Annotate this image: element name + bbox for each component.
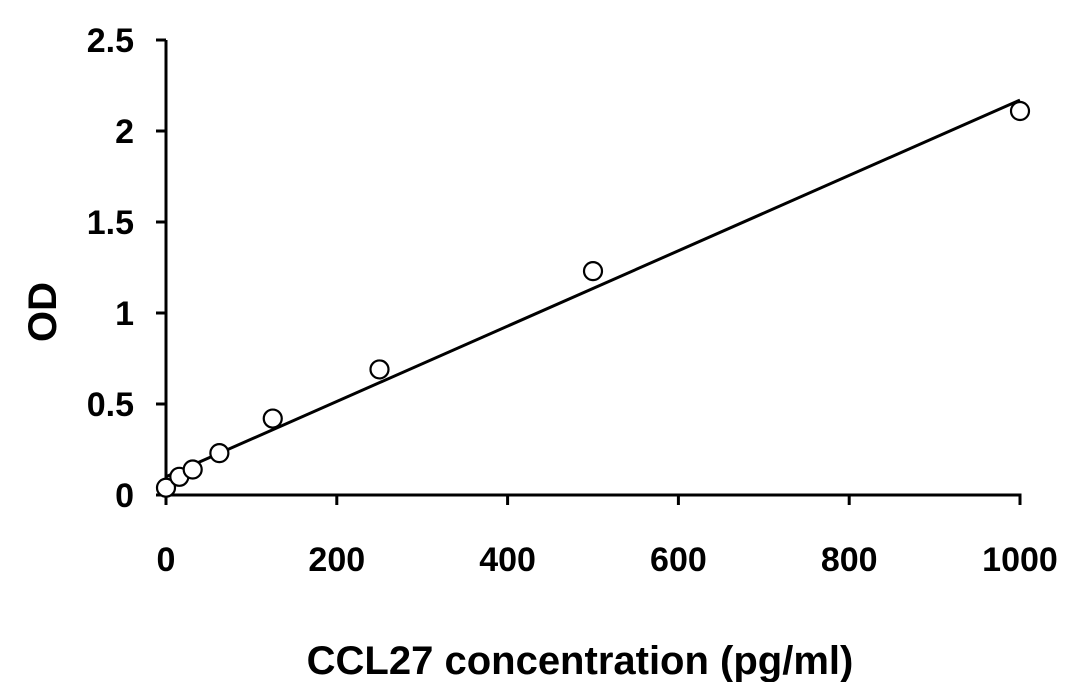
x-tick-label: 600 — [650, 541, 707, 579]
data-point — [582, 261, 604, 282]
y-tick-label: 0 — [115, 477, 134, 515]
y-tick-label: 0.5 — [87, 386, 134, 424]
data-point — [209, 443, 230, 464]
data-point — [369, 359, 390, 380]
y-tick-label: 1 — [115, 295, 134, 333]
y-axis-title: OD — [21, 282, 65, 342]
data-points — [155, 100, 1031, 498]
x-axis: 0 200 400 600 800 1000 — [157, 493, 1058, 579]
x-tick-label: 0 — [157, 541, 176, 579]
x-tick-label: 1000 — [982, 541, 1058, 579]
trendline — [165, 98, 1021, 479]
x-tick-label: 800 — [821, 541, 878, 579]
data-point — [1009, 100, 1031, 122]
y-axis: 0 0.5 1 1.5 2 2.5 — [87, 22, 168, 515]
x-tick-label: 200 — [308, 541, 365, 579]
y-tick-label: 2.5 — [87, 22, 134, 60]
y-tick-label: 2 — [115, 113, 134, 151]
data-point — [155, 477, 177, 498]
x-tick-label: 400 — [479, 541, 536, 579]
y-tick-label: 1.5 — [87, 204, 134, 242]
data-point — [182, 459, 203, 480]
x-axis-title: CCL27 concentration (pg/ml) — [307, 639, 854, 682]
trendline-group — [165, 98, 1021, 479]
data-point — [262, 408, 283, 429]
